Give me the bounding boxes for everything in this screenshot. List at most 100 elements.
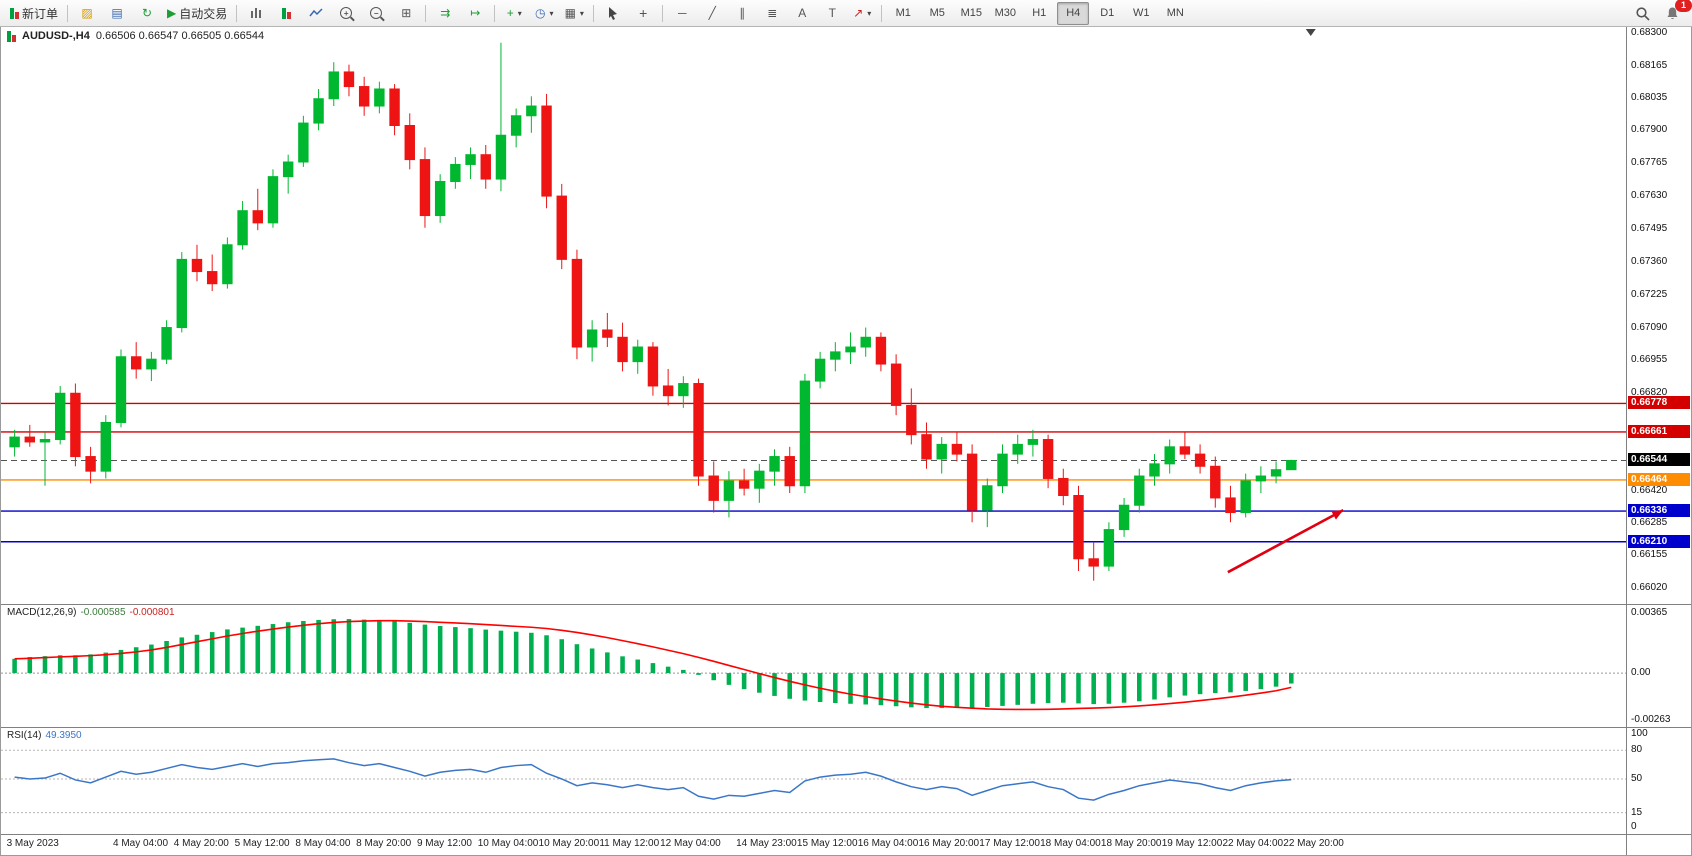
pane-splitter-macd[interactable] <box>1 604 1691 605</box>
timeframe-label: W1 <box>1133 7 1150 19</box>
macd-axis[interactable]: 0.00365 0.00 -0.00263 <box>1626 605 1691 727</box>
time-axis-label: 5 May 12:00 <box>234 838 290 849</box>
indicators-button[interactable]: + ▾ <box>500 2 528 25</box>
label-tool-button[interactable]: T <box>818 2 846 25</box>
price-pane[interactable]: AUDUSD-,H4 0.66506 0.66547 0.66505 0.665… <box>1 27 1626 604</box>
arrows-tool-icon: ↗ <box>853 6 864 20</box>
notification-count-badge: 1 <box>1675 0 1692 12</box>
text-tool-icon: A <box>798 6 807 20</box>
macd-row: MACD(12,26,9) -0.000585 -0.000801 0.00365 0… <box>1 605 1691 727</box>
cursor-button[interactable] <box>599 2 627 25</box>
tile-windows-icon: ⊞ <box>401 6 412 20</box>
price-tick-label: 0.68300 <box>1631 27 1668 38</box>
timeframe-m1-button[interactable]: M1 <box>887 2 919 25</box>
price-level-badge: 0.66778 <box>1628 396 1690 410</box>
horizontal-line-button[interactable]: ─ <box>668 2 696 25</box>
chart-ohlc: 0.66506 0.66547 0.66505 0.66544 <box>95 30 265 42</box>
arrows-tool-button[interactable]: ↗ ▾ <box>848 2 876 25</box>
trendline-button[interactable]: ╱ <box>698 2 726 25</box>
trend-arrow[interactable] <box>1227 508 1344 574</box>
price-tick-label: 0.68035 <box>1631 91 1668 103</box>
macd-pane[interactable]: MACD(12,26,9) -0.000585 -0.000801 <box>1 605 1626 727</box>
bar-chart-button[interactable] <box>242 2 270 25</box>
timeframe-label: H4 <box>1066 7 1081 19</box>
price-tick-label: 0.67360 <box>1631 255 1668 267</box>
rsi-axis[interactable]: 100 80 50 15 0 <box>1626 728 1691 834</box>
price-level-badge: 0.66336 <box>1628 504 1690 518</box>
market-watch-button[interactable]: ▤ <box>103 2 131 25</box>
line-chart-button[interactable] <box>302 2 330 25</box>
price-tick-label: 0.67900 <box>1631 124 1668 136</box>
timeframe-m5-button[interactable]: M5 <box>921 2 953 25</box>
metaeditor-button[interactable]: ▨ <box>73 2 101 25</box>
time-axis-label: 8 May 20:00 <box>356 838 412 849</box>
fibonacci-button[interactable]: ≣ <box>758 2 786 25</box>
macd-name: MACD(12,26,9) <box>7 607 77 618</box>
refresh-button[interactable]: ↻ <box>133 2 161 25</box>
chart-shift-button[interactable]: ↦ <box>461 2 489 25</box>
timeframe-m15-button[interactable]: M15 <box>955 2 987 25</box>
new-order-button[interactable]: 新订单 <box>6 2 62 25</box>
templates-button[interactable]: ▦ ▾ <box>560 2 588 25</box>
price-tick-label: 0.66020 <box>1631 582 1668 593</box>
auto-scroll-icon: ⇉ <box>440 6 451 20</box>
timeframe-d1-button[interactable]: D1 <box>1091 2 1123 25</box>
macd-signal-value: -0.000801 <box>129 607 175 618</box>
rsi-pane[interactable]: RSI(14) 49.3950 <box>1 728 1626 834</box>
main-toolbar: 新订单 ▨ ▤ ↻ ▶ 自动交易 + − ⊞ ⇉ ↦ + ▾ ◷ <box>0 0 1692 27</box>
candlestick-chart-button[interactable] <box>272 2 300 25</box>
zoom-in-icon: + <box>340 7 353 19</box>
channel-button[interactable]: ∥ <box>728 2 756 25</box>
price-axis[interactable]: 0.68300 0.68165 0.68035 0.67900 0.67765 0.676… <box>1626 27 1691 604</box>
cursor-icon <box>609 7 618 20</box>
macd-signal-line <box>14 619 1292 711</box>
rsi-label: RSI(14) 49.3950 <box>7 730 82 741</box>
crosshair-button[interactable]: + <box>629 2 657 25</box>
time-axis-label: 9 May 12:00 <box>416 838 472 849</box>
rsi-line <box>14 758 1292 801</box>
pane-splitter-rsi[interactable] <box>1 727 1691 728</box>
timeframe-w1-button[interactable]: W1 <box>1125 2 1157 25</box>
time-axis-label: 8 May 04:00 <box>295 838 351 849</box>
trendline-icon: ╱ <box>708 6 716 20</box>
price-tick-label: 0.67225 <box>1631 288 1668 300</box>
price-tick-label: 0.67495 <box>1631 222 1668 234</box>
timeframe-mn-button[interactable]: MN <box>1159 2 1191 25</box>
new-order-icon <box>10 7 19 19</box>
crosshair-icon: + <box>639 5 648 21</box>
time-axis-label: 18 May 20:00 <box>1100 838 1162 849</box>
chart-symbol-icon <box>7 30 16 42</box>
auto-scroll-button[interactable]: ⇉ <box>431 2 459 25</box>
zoom-in-button[interactable]: + <box>332 2 360 25</box>
rsi-row: RSI(14) 49.3950 100 80 50 15 0 <box>1 728 1691 834</box>
text-tool-button[interactable]: A <box>788 2 816 25</box>
price-tick-label: 0.66420 <box>1631 484 1668 496</box>
toolbar-separator <box>881 4 883 22</box>
time-axis-label: 22 May 20:00 <box>1283 838 1344 849</box>
time-axis-label: 12 May 04:00 <box>660 838 721 849</box>
autotrading-button[interactable]: ▶ 自动交易 <box>163 2 231 25</box>
macd-canvas <box>1 619 1626 711</box>
timeframe-m30-button[interactable]: M30 <box>989 2 1021 25</box>
toolbar-separator <box>494 4 496 22</box>
price-tick-label: 0.66955 <box>1631 354 1668 366</box>
periods-button[interactable]: ◷ ▾ <box>530 2 558 25</box>
tile-windows-button[interactable]: ⊞ <box>392 2 420 25</box>
chart-area: AUDUSD-,H4 0.66506 0.66547 0.66505 0.665… <box>0 27 1692 856</box>
zoom-out-button[interactable]: − <box>362 2 390 25</box>
time-axis-label: 14 May 23:00 <box>736 838 797 849</box>
timeframe-label: M5 <box>929 7 945 19</box>
indicators-icon: + <box>506 6 514 20</box>
time-axis-label: 11 May 12:00 <box>599 838 660 849</box>
time-axis-label: 10 May 04:00 <box>477 838 539 849</box>
price-tick-label: 0.67765 <box>1631 157 1668 169</box>
chart-shift-marker[interactable] <box>1305 29 1316 36</box>
notifications-button[interactable]: 1 <box>1658 0 1692 25</box>
line-chart-icon <box>309 8 323 17</box>
search-button[interactable] <box>1628 2 1656 25</box>
timeframe-h4-button[interactable]: H4 <box>1057 1 1090 25</box>
timeframe-h1-button[interactable]: H1 <box>1023 2 1055 25</box>
zoom-out-icon: − <box>370 7 383 19</box>
time-axis[interactable]: 3 May 2023 4 May 04:00 4 May 20:00 5 May 12… <box>1 835 1626 855</box>
autotrading-icon: ▶ <box>167 6 177 20</box>
